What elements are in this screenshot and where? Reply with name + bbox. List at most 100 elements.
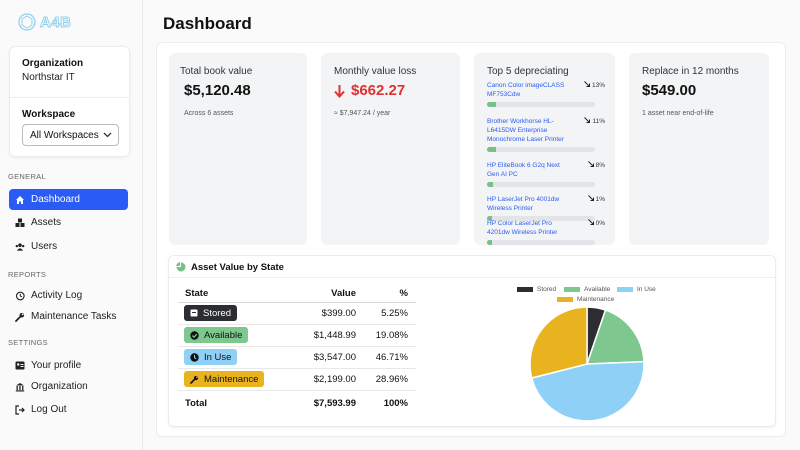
- stat-label: Top 5 depreciating: [487, 66, 569, 77]
- org-card: Organization Northstar IT Workspace All …: [9, 46, 130, 157]
- pie-slice-in-use[interactable]: [530, 360, 645, 422]
- state-badge: Stored: [184, 305, 237, 321]
- depreciating-progress-bar: [487, 147, 595, 152]
- building-icon: [15, 382, 25, 392]
- stat-value: $5,120.48: [184, 82, 251, 99]
- sidebar-item-maintenance-tasks[interactable]: Maintenance Tasks: [9, 306, 128, 327]
- depreciating-progress-bar: [487, 102, 595, 107]
- org-label: Organization: [22, 58, 84, 69]
- sidebar-item-label: Users: [31, 241, 58, 252]
- divider: [10, 97, 129, 98]
- legend-item[interactable]: Stored: [517, 286, 556, 293]
- depreciating-progress-fill: [487, 216, 492, 221]
- pie-slice-available[interactable]: [585, 309, 645, 365]
- sidebar-item-assets[interactable]: Assets: [9, 212, 128, 233]
- workspace-select-value: All Workspaces: [30, 129, 99, 141]
- depreciating-progress-fill: [487, 147, 496, 152]
- stat-card-monthly-loss: Monthly value loss $662.27 ≈ $7,947.24 /…: [321, 53, 460, 245]
- stat-label: Total book value: [180, 66, 253, 77]
- stat-value: $549.00: [642, 82, 697, 99]
- depreciating-item-link[interactable]: Canon Color imageCLASS MF753Cdw: [487, 82, 565, 98]
- stat-card-top-depreciating: Top 5 depreciating Canon Color imageCLAS…: [474, 53, 615, 245]
- table-row: Maintenance $2,199.00 28.96%: [178, 369, 416, 391]
- depreciating-item-percent: 0%: [587, 219, 605, 227]
- percent-cell: 28.96%: [375, 374, 408, 385]
- asset-value-header: Asset Value by State: [169, 256, 775, 278]
- stat-value: $662.27: [334, 82, 405, 99]
- depreciating-item-link[interactable]: HP EliteBook 6 G2q Next Gen AI PC: [487, 162, 560, 178]
- sidebar-item-users[interactable]: Users: [9, 236, 128, 257]
- depreciating-item: HP EliteBook 6 G2q Next Gen AI PC 8%: [487, 161, 605, 187]
- sidebar-item-organization[interactable]: Organization: [9, 376, 128, 397]
- trend-down-icon: [587, 195, 594, 201]
- total-label: Total: [185, 398, 207, 409]
- sidebar-item-log-out[interactable]: Log Out: [9, 399, 128, 420]
- stat-subtext: Across 6 assets: [184, 110, 234, 117]
- app-logo[interactable]: A4B: [18, 12, 72, 32]
- depreciating-item: HP Color LaserJet Pro 4201dw Wireless Pr…: [487, 219, 605, 245]
- wrench-icon: [15, 312, 25, 322]
- table-total-row: Total $7,593.99 100%: [178, 393, 416, 415]
- wrench-icon: [190, 375, 199, 384]
- sidebar-item-your-profile[interactable]: Your profile: [9, 355, 128, 376]
- arrow-down-icon: [334, 84, 345, 98]
- value-cell: $3,547.00: [313, 352, 356, 363]
- legend-label: Available: [584, 286, 611, 293]
- depreciating-item-percent: 1%: [587, 195, 605, 203]
- legend-item[interactable]: Available: [564, 286, 610, 293]
- depreciating-item-percent: 11%: [584, 117, 605, 125]
- state-label: Available: [204, 329, 243, 341]
- depreciating-item: Canon Color imageCLASS MF753Cdw 13%: [487, 81, 605, 107]
- stat-value-text: $662.27: [351, 82, 406, 99]
- logo-icon: [18, 13, 36, 31]
- home-icon: [15, 195, 25, 205]
- table-row: Available $1,448.99 19.08%: [178, 325, 416, 347]
- table-header-row: State Value %: [178, 283, 416, 303]
- section-general: GENERAL: [8, 172, 46, 181]
- legend-label: Maintenance: [577, 296, 615, 303]
- pie-slice-maintenance[interactable]: [529, 306, 588, 379]
- page-title: Dashboard: [163, 14, 252, 33]
- depreciating-progress-bar: [487, 216, 595, 221]
- sidebar-item-activity-log[interactable]: Activity Log: [9, 285, 128, 306]
- value-cell: $1,448.99: [313, 330, 356, 341]
- stat-subtext: 1 asset near end-of-life: [642, 110, 714, 117]
- sidebar-item-label: Assets: [31, 217, 62, 228]
- depreciating-progress-fill: [487, 182, 493, 187]
- depreciating-progress-fill: [487, 240, 492, 245]
- depreciating-item-link[interactable]: Brother Workhorse HL-L6415DW Enterprise …: [487, 118, 564, 143]
- column-header-percent: %: [399, 288, 408, 299]
- workspace-select[interactable]: All Workspaces: [22, 124, 119, 146]
- total-percent: 100%: [383, 398, 408, 409]
- depreciating-item-link[interactable]: HP LaserJet Pro 4001dw Wireless Printer: [487, 196, 560, 212]
- percent-cell: 19.08%: [375, 330, 408, 341]
- sidebar-item-label: Your profile: [31, 360, 82, 371]
- boxes-icon: [15, 218, 25, 228]
- column-header-state: State: [185, 288, 209, 299]
- sidebar-item-label: Organization: [31, 381, 88, 392]
- asset-value-pie-chart: [529, 306, 645, 422]
- table-row: In Use $3,547.00 46.71%: [178, 347, 416, 369]
- trend-down-icon: [584, 117, 591, 123]
- legend-item[interactable]: Maintenance: [557, 296, 614, 303]
- percent-cell: 46.71%: [375, 352, 408, 363]
- legend-swatch: [517, 287, 533, 292]
- depreciating-item-percent: 13%: [584, 81, 605, 89]
- asset-value-title: Asset Value by State: [191, 262, 284, 273]
- depreciating-item-percent: 8%: [587, 161, 605, 169]
- depreciating-item-link[interactable]: HP Color LaserJet Pro 4201dw Wireless Pr…: [487, 220, 558, 236]
- depreciating-item: Brother Workhorse HL-L6415DW Enterprise …: [487, 117, 605, 152]
- legend-item[interactable]: In Use: [617, 286, 656, 293]
- trend-down-icon: [584, 81, 590, 87]
- stat-card-replace: Replace in 12 months $549.00 1 asset nea…: [629, 53, 769, 245]
- logout-icon: [15, 404, 25, 415]
- state-badge: In Use: [184, 349, 238, 365]
- sidebar-item-dashboard[interactable]: Dashboard: [9, 189, 128, 210]
- table-row: Stored $399.00 5.25%: [178, 303, 416, 325]
- value-cell: $399.00: [321, 308, 356, 319]
- logo-text: A4B: [40, 13, 72, 31]
- section-settings: SETTINGS: [8, 338, 48, 347]
- stat-card-book-value: Total book value $5,120.48 Across 6 asse…: [169, 53, 307, 245]
- asset-value-card: Asset Value by State: [168, 255, 776, 427]
- trend-down-icon: [587, 219, 594, 225]
